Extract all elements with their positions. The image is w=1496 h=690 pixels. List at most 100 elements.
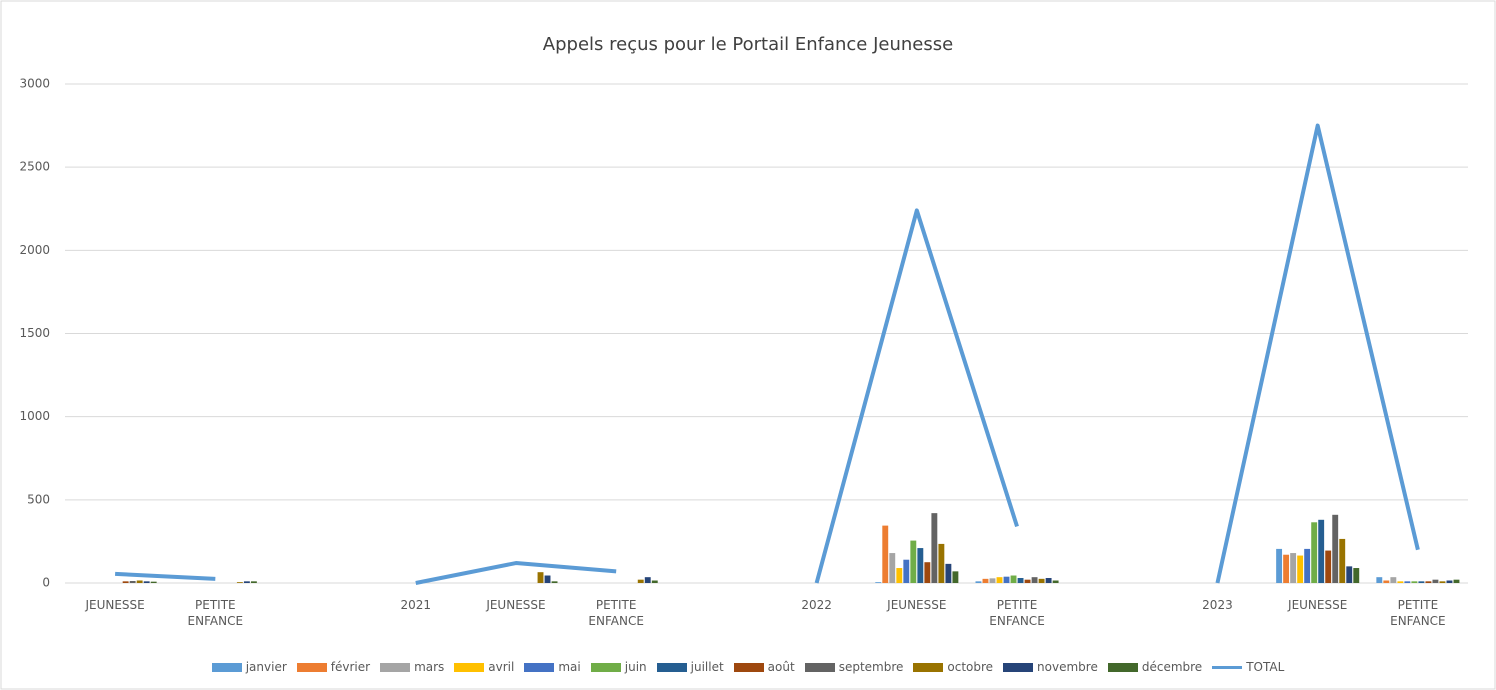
bar [236,582,243,583]
bar [1010,575,1017,583]
bar [243,581,250,583]
y-tick-label: 500 [27,492,50,506]
bar [1446,580,1453,583]
bar [882,525,889,583]
legend-label: octobre [947,660,994,674]
legend-label: avril [488,660,515,674]
bar [924,562,931,583]
legend-item: janvier [211,660,287,674]
legend-swatch [1107,662,1138,672]
legend-item: octobre [913,660,993,674]
x-tick-label: JEUNESSE [887,598,947,612]
bar [1038,578,1045,583]
legend-swatch [454,662,485,672]
bar [1397,581,1404,583]
y-tick-label: 2000 [19,243,50,257]
bar [637,579,644,583]
chart-title: Appels reçus pour le Portail Enfance Jeu… [543,34,953,55]
legend: janvier février mars avril mai juin juillet aoû… [0,660,1496,674]
bar [537,572,544,583]
bar [1353,568,1360,583]
bar [996,577,1003,583]
bar [1325,550,1332,583]
bar [1418,581,1425,583]
bar [1318,519,1325,583]
legend-label: décembre [1141,660,1203,674]
bar [989,578,996,583]
bar [1390,577,1397,583]
bar [1404,581,1411,583]
bar [1290,553,1297,583]
legend-item: novembre [1003,660,1098,674]
y-tick-label: 3000 [19,77,50,91]
legend-swatch [804,662,835,672]
bar [1453,579,1460,583]
legend-item: décembre [1107,660,1203,674]
bar [644,577,651,583]
x-tick-label: 2021 [400,598,432,612]
bar [917,548,924,583]
legend-swatch [211,662,242,672]
x-tick-label: 2022 [801,598,832,612]
legend-label: mai [558,660,581,674]
bar [1425,581,1432,583]
x-tick-label: 2023 [1202,598,1233,612]
bar [122,581,129,583]
bar [1383,580,1390,583]
x-tick-label: JEUNESSE [1288,598,1348,612]
bar [1432,579,1439,583]
legend-label: septembre [838,660,904,674]
x-tick-label: PETITE ENFANCE [1390,598,1446,628]
legend-item: TOTAL [1212,660,1284,674]
bar [1031,577,1038,583]
bar [143,581,150,583]
bar [544,575,551,583]
legend-label: février [330,660,371,674]
y-tick-label: 0 [42,576,50,590]
bar [1411,581,1418,583]
bar [250,581,257,583]
bar [1339,538,1346,583]
x-tick-label: JEUNESSE [486,598,546,612]
bar [903,559,910,583]
line-series [1215,123,1420,584]
bar [945,563,952,583]
legend-item: avril [454,660,514,674]
bar [952,571,959,583]
legend-swatch [1212,665,1243,669]
x-tick-label: PETITE ENFANCE [588,598,644,628]
x-tick-label: JEUNESSE [85,598,145,612]
y-tick-label: 1500 [19,326,50,340]
bar [1332,514,1339,583]
bar [1045,578,1052,583]
bar [651,580,658,583]
x-tick-label: PETITE ENFANCE [989,598,1045,628]
legend-label: janvier [245,660,287,674]
line-series [115,571,216,581]
legend-swatch [913,662,944,672]
legend-label: novembre [1037,660,1098,674]
bar [910,540,917,583]
x-tick-label: PETITE ENFANCE [187,598,244,628]
y-tick-label: 1000 [19,409,50,423]
legend-item: septembre [804,660,904,674]
bar [1276,548,1283,583]
legend-label: juillet [690,660,724,674]
bar [982,578,989,583]
bar [896,568,903,583]
legend-label: TOTAL [1246,660,1285,674]
bar [931,513,938,583]
legend-label: mars [414,660,445,674]
legend-item: juillet [656,660,724,674]
legend-item: février [296,660,371,674]
bar [975,581,982,583]
bar [1283,554,1290,583]
legend-swatch [656,662,687,672]
bar [938,543,945,583]
bar [1052,580,1059,583]
bar [1439,581,1446,583]
legend-item: juin [590,660,647,674]
